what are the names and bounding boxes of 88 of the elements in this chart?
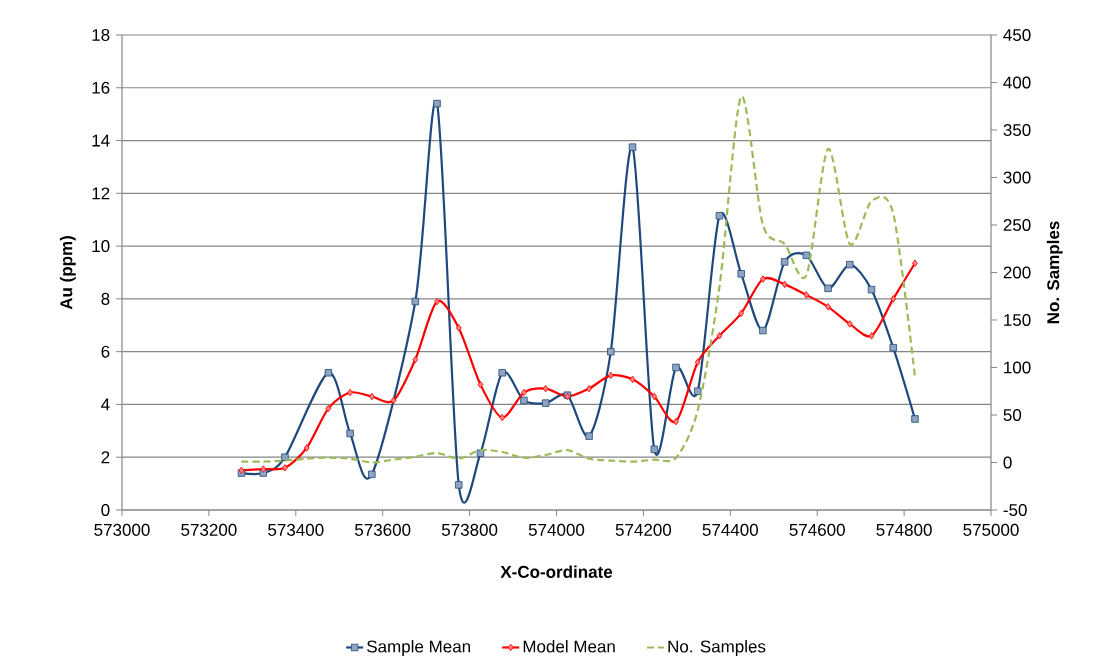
x-tick-label: 573800 [441, 523, 498, 536]
y-tick-label: 6 [101, 345, 110, 358]
point [694, 358, 701, 366]
point [520, 396, 528, 405]
point [672, 363, 680, 372]
x-tick-label: 573000 [94, 523, 150, 536]
point [911, 415, 919, 423]
point [716, 332, 723, 340]
y2-tick-label: 350 [1003, 123, 1031, 137]
y-tick-label: 2 [101, 451, 110, 464]
x-tick-label: 575000 [963, 523, 1019, 536]
y2-tick-label: 200 [1003, 266, 1031, 279]
point [629, 375, 636, 384]
y2-tick-label: 50 [1003, 408, 1022, 422]
point [541, 399, 550, 407]
x-tick-label: 574600 [789, 523, 845, 536]
point [324, 369, 333, 377]
point [759, 326, 767, 335]
y-tick-label: 12 [92, 187, 110, 200]
point [542, 384, 549, 393]
legend-label: Model Mean [523, 640, 615, 653]
point [628, 143, 637, 151]
y2-tick-label: 450 [1003, 28, 1031, 42]
y-tick-label: 8 [101, 292, 110, 305]
x-axis-title: X-Co-ordinate [500, 565, 613, 578]
y-tick-label: 10 [92, 240, 110, 253]
y2-axis-title: No. Samples [1046, 221, 1063, 324]
point [890, 295, 897, 303]
point [346, 429, 354, 438]
x-tick-label: 574400 [702, 523, 758, 536]
point [585, 432, 593, 440]
point [846, 260, 854, 269]
point [390, 396, 397, 405]
point [889, 343, 897, 352]
point [738, 309, 745, 318]
x-tick-label: 573600 [355, 523, 411, 536]
y-tick-label: 4 [101, 398, 110, 411]
point [455, 324, 462, 332]
y-tick-label: 18 [92, 28, 110, 42]
x-tick-label: 574000 [528, 523, 585, 536]
y-tick-label: 14 [92, 134, 110, 147]
point [607, 347, 615, 356]
y2-tick-label: 100 [1004, 361, 1031, 374]
point [498, 369, 506, 377]
point [325, 404, 332, 413]
point [651, 392, 658, 401]
point [411, 297, 419, 306]
point [412, 355, 419, 364]
y2-tick-label: 250 [1003, 218, 1031, 232]
point [368, 470, 376, 479]
point [607, 371, 614, 380]
x-tick-label: 574800 [876, 523, 932, 536]
point [499, 413, 506, 422]
y2-tick-label: -50 [1003, 503, 1027, 517]
y2-tick-label: 400 [1003, 76, 1031, 89]
point [282, 464, 288, 472]
point [433, 99, 441, 108]
point [715, 212, 724, 220]
point [260, 465, 267, 473]
point [781, 280, 788, 289]
point [867, 285, 876, 294]
point [694, 387, 702, 395]
point [802, 251, 811, 260]
point [825, 303, 831, 311]
point [868, 332, 875, 340]
y-tick-label: 16 [92, 81, 110, 94]
y-axis-title: Au (ppm) [59, 236, 76, 310]
point [846, 320, 853, 328]
x-tick-label: 573400 [268, 523, 324, 536]
point [824, 284, 832, 293]
x-tick-label: 574200 [615, 523, 672, 536]
y2-tick-label: 300 [1003, 171, 1031, 184]
point [912, 259, 918, 267]
x-tick-label: 573200 [181, 523, 237, 536]
legend-label: Sample Mean [367, 640, 470, 656]
y-tick-label: 0 [101, 503, 110, 517]
point [780, 258, 789, 266]
point [760, 275, 766, 283]
y2-tick-label: 150 [1004, 313, 1031, 327]
point [737, 270, 745, 278]
y2-tick-label: 0 [1003, 456, 1012, 469]
point [455, 481, 463, 489]
point [650, 445, 658, 453]
point [368, 392, 375, 401]
point [477, 380, 484, 389]
legend-label: No. Samples [668, 640, 766, 656]
point [303, 444, 310, 452]
point [803, 291, 810, 299]
